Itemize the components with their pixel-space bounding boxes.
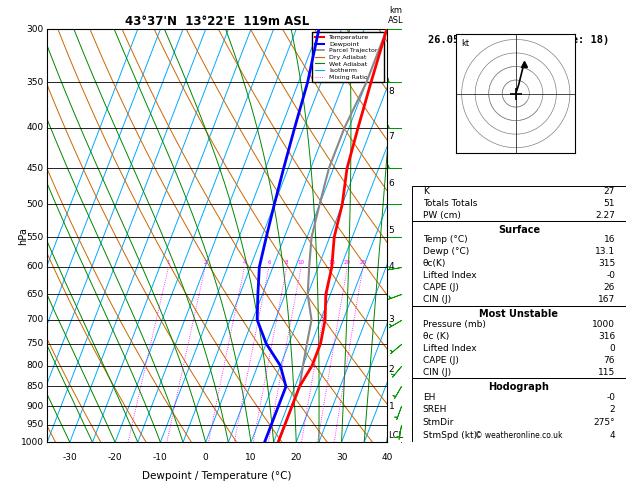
Text: CAPE (J): CAPE (J) — [423, 283, 459, 293]
Text: LCL: LCL — [389, 431, 404, 440]
Text: 2: 2 — [610, 405, 615, 415]
Text: Dewp (°C): Dewp (°C) — [423, 247, 469, 256]
Text: 26.05.2024  06GMT  (Base: 18): 26.05.2024 06GMT (Base: 18) — [428, 35, 610, 45]
Text: -0: -0 — [606, 271, 615, 280]
Text: 6: 6 — [267, 260, 270, 265]
Text: 8: 8 — [389, 87, 394, 96]
Text: Lifted Index: Lifted Index — [423, 271, 476, 280]
Text: PW (cm): PW (cm) — [423, 211, 460, 220]
Text: 4: 4 — [243, 260, 247, 265]
Text: 13.1: 13.1 — [595, 247, 615, 256]
Text: 300: 300 — [26, 25, 44, 34]
Text: CIN (J): CIN (J) — [423, 295, 451, 304]
Text: θᴄ (K): θᴄ (K) — [423, 332, 449, 341]
Text: 800: 800 — [26, 361, 44, 370]
Text: 0: 0 — [610, 344, 615, 353]
Text: 3: 3 — [389, 315, 394, 324]
Title: 43°37'N  13°22'E  119m ASL: 43°37'N 13°22'E 119m ASL — [125, 15, 309, 28]
Text: 850: 850 — [26, 382, 44, 391]
Text: StmSpd (kt): StmSpd (kt) — [423, 431, 477, 440]
Text: Lifted Index: Lifted Index — [423, 344, 476, 353]
Bar — [412, 221, 626, 306]
Text: 6: 6 — [389, 179, 394, 188]
Text: 20: 20 — [291, 452, 302, 462]
Text: kt: kt — [462, 39, 470, 49]
Text: CAPE (J): CAPE (J) — [423, 356, 459, 365]
Text: 2: 2 — [389, 365, 394, 374]
Text: 16: 16 — [329, 260, 336, 265]
Text: 316: 316 — [598, 332, 615, 341]
Text: 700: 700 — [26, 315, 44, 324]
Text: 10: 10 — [298, 260, 304, 265]
Text: 1000: 1000 — [21, 438, 44, 447]
Text: 167: 167 — [598, 295, 615, 304]
Text: 1000: 1000 — [592, 320, 615, 329]
Text: -20: -20 — [108, 452, 123, 462]
Text: Hodograph: Hodograph — [489, 382, 549, 392]
Text: 8: 8 — [285, 260, 289, 265]
Text: K: K — [423, 188, 428, 196]
Text: -0: -0 — [606, 393, 615, 401]
Text: 600: 600 — [26, 262, 44, 272]
Text: 4: 4 — [389, 262, 394, 272]
Bar — [412, 186, 626, 221]
Text: © weatheronline.co.uk: © weatheronline.co.uk — [475, 431, 563, 440]
Text: -30: -30 — [62, 452, 77, 462]
Bar — [412, 378, 626, 442]
Text: 2.27: 2.27 — [595, 211, 615, 220]
Text: 20: 20 — [344, 260, 351, 265]
Text: 315: 315 — [598, 259, 615, 268]
Text: 26: 26 — [604, 283, 615, 293]
Text: 1: 1 — [389, 401, 394, 411]
Text: 115: 115 — [598, 368, 615, 377]
Text: 450: 450 — [26, 164, 44, 173]
Text: Surface: Surface — [498, 225, 540, 235]
Text: 1: 1 — [167, 260, 170, 265]
Text: Pressure (mb): Pressure (mb) — [423, 320, 486, 329]
Text: 4: 4 — [610, 431, 615, 440]
Text: 25: 25 — [359, 260, 367, 265]
Text: 650: 650 — [26, 290, 44, 299]
Text: 400: 400 — [26, 123, 44, 132]
Text: 0: 0 — [203, 452, 209, 462]
Text: 900: 900 — [26, 401, 44, 411]
Text: EH: EH — [423, 393, 435, 401]
Text: 27: 27 — [604, 188, 615, 196]
Text: θᴄ(K): θᴄ(K) — [423, 259, 446, 268]
Text: 500: 500 — [26, 200, 44, 209]
Bar — [412, 306, 626, 378]
Legend: Temperature, Dewpoint, Parcel Trajectory, Dry Adiabat, Wet Adiabat, Isotherm, Mi: Temperature, Dewpoint, Parcel Trajectory… — [312, 32, 384, 83]
Text: 76: 76 — [604, 356, 615, 365]
Text: 750: 750 — [26, 339, 44, 348]
Text: Dewpoint / Temperature (°C): Dewpoint / Temperature (°C) — [142, 471, 292, 481]
Text: 10: 10 — [245, 452, 257, 462]
Text: hPa: hPa — [18, 227, 28, 244]
Text: 550: 550 — [26, 233, 44, 242]
Text: 350: 350 — [26, 78, 44, 87]
Text: SREH: SREH — [423, 405, 447, 415]
Text: Totals Totals: Totals Totals — [423, 199, 477, 208]
Text: StmDir: StmDir — [423, 418, 454, 427]
Text: 51: 51 — [604, 199, 615, 208]
Text: 7: 7 — [389, 132, 394, 141]
Text: Temp (°C): Temp (°C) — [423, 235, 467, 244]
Text: Most Unstable: Most Unstable — [479, 309, 559, 319]
Text: 950: 950 — [26, 420, 44, 429]
Text: 275°: 275° — [594, 418, 615, 427]
Text: 5: 5 — [389, 226, 394, 235]
Text: 30: 30 — [336, 452, 347, 462]
Text: km
ASL: km ASL — [387, 6, 403, 25]
Text: 40: 40 — [381, 452, 392, 462]
Text: -10: -10 — [153, 452, 168, 462]
Text: 2: 2 — [203, 260, 207, 265]
Text: CIN (J): CIN (J) — [423, 368, 451, 377]
Text: 16: 16 — [604, 235, 615, 244]
